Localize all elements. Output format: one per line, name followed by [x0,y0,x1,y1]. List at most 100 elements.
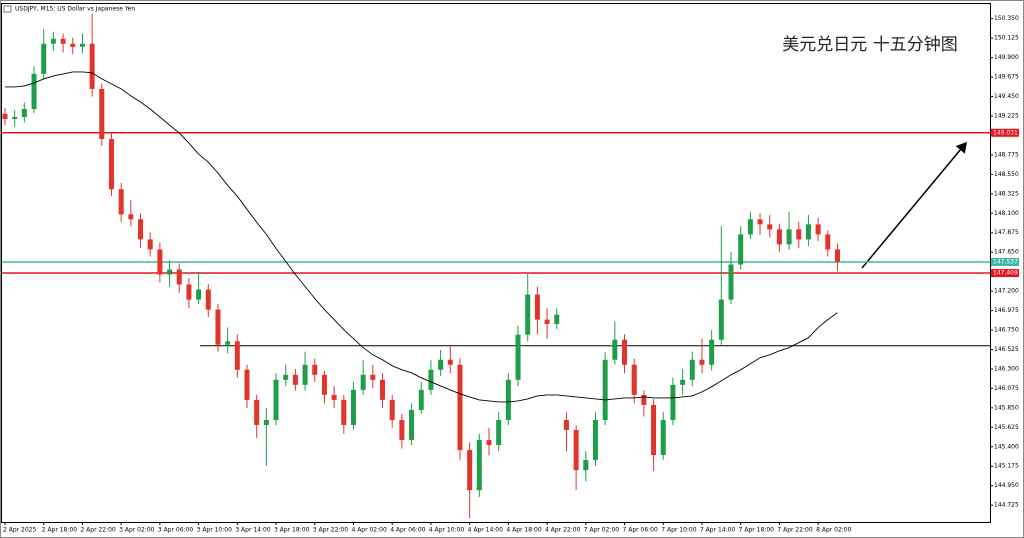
x-tick-label: 4 Apr 14:00 [468,527,503,534]
candle-body [602,359,608,420]
x-tick-label: 4 Apr 18:00 [506,527,541,534]
candle-body [108,139,114,190]
y-tick-label: 145.175 [994,463,1019,470]
candle-body [641,394,647,405]
candle-body [776,229,782,245]
y-tick-label: 147.650 [994,249,1019,256]
x-tick-label: 2 Apr 2025 [3,527,36,534]
candle-body [718,299,724,340]
candle-body [563,419,569,430]
candle-body [196,289,202,300]
y-tick-label: 148.100 [994,210,1019,217]
y-tick-label: 147.875 [994,229,1019,236]
x-tick-label: 8 Apr 02:00 [816,527,851,534]
candle-body [205,289,211,310]
level-label: 149.031 [993,129,1018,136]
candle-body [825,234,831,250]
candle-body [612,339,618,360]
candle-body [128,214,134,220]
candle-body [389,399,395,420]
x-tick-label: 3 Apr 22:00 [313,527,348,534]
candle-body [767,224,773,230]
candle-body [525,294,531,335]
x-tick-label: 2 Apr 22:00 [80,527,115,534]
candle-body [728,264,734,300]
candle-body [157,249,163,275]
candle-body [738,234,744,265]
moving-average [5,71,838,403]
candle-body [254,399,260,425]
candle-body [341,399,347,425]
candle-body [418,389,424,410]
candle-body [79,43,85,47]
x-tick-label: 7 Apr 18:00 [739,527,774,534]
candle-body [622,339,628,365]
x-tick-label: 3 Apr 14:00 [235,527,270,534]
x-tick-label: 4 Apr 22:00 [545,527,580,534]
candle-body [360,374,366,390]
candle-body [215,309,221,345]
candle-body [447,359,453,365]
candle-body [99,88,105,140]
candle-body [651,404,657,456]
candle-body [60,38,66,44]
candle-body [31,73,37,109]
y-tick-label: 146.525 [994,346,1019,353]
candle-body [12,117,18,120]
y-tick-label: 145.625 [994,424,1019,431]
y-tick-label: 146.750 [994,327,1019,334]
level-label: 147.409 [993,270,1018,277]
candle-body [380,379,386,400]
candle-body [283,374,289,380]
candle-body [438,359,444,370]
x-tick-label: 7 Apr 14:00 [700,527,735,534]
x-tick-label: 7 Apr 06:00 [623,527,658,534]
y-tick-label: 146.075 [994,385,1019,392]
level-label-box [991,269,1019,278]
y-tick-label: 150.125 [994,35,1019,42]
candle-body [709,339,715,365]
y-tick-label: 145.850 [994,404,1019,411]
level-label-box [991,128,1019,137]
candle-body [176,269,182,285]
x-tick-label: 4 Apr 02:00 [351,527,386,534]
candle-body [544,319,550,324]
candle-body [554,314,560,324]
chart-title: 美元兑日元 十五分钟图 [782,35,957,55]
candle-body [234,341,240,370]
x-tick-label: 4 Apr 10:00 [429,527,464,534]
y-tick-label: 149.225 [994,112,1019,119]
candle-body [534,294,540,320]
candle-body [147,239,153,250]
symbol-icon [3,5,12,13]
y-tick-label: 145.400 [994,443,1019,450]
x-tick-label: 2 Apr 18:00 [42,527,77,534]
candle-body [660,419,666,456]
candle-body [505,379,511,420]
candle-body [50,38,56,44]
annotation-arrow [861,141,967,269]
candle-body [689,359,695,380]
y-tick-label: 149.675 [994,74,1019,81]
x-tick-label: 7 Apr 02:00 [584,527,619,534]
candle-body [496,419,502,446]
candle-body [486,440,492,446]
x-tick-label: 3 Apr 02:00 [119,527,154,534]
candle-body [409,409,415,441]
candle-body [476,440,482,491]
candle-body [399,419,405,441]
y-tick-label: 146.300 [994,365,1019,372]
candle-body [805,224,811,240]
candle-body [118,189,124,215]
candle-body [21,108,27,118]
candle-body [467,450,473,491]
candle-body [583,460,589,471]
candle-body [370,374,376,380]
candle-body [747,219,753,235]
candle-body [302,364,308,385]
candle-body [273,379,279,420]
candle-body [834,249,840,262]
candle-body [138,219,144,240]
chart-header: USDJPY, M15: US Dollar vs Japanese Yen [15,6,135,13]
